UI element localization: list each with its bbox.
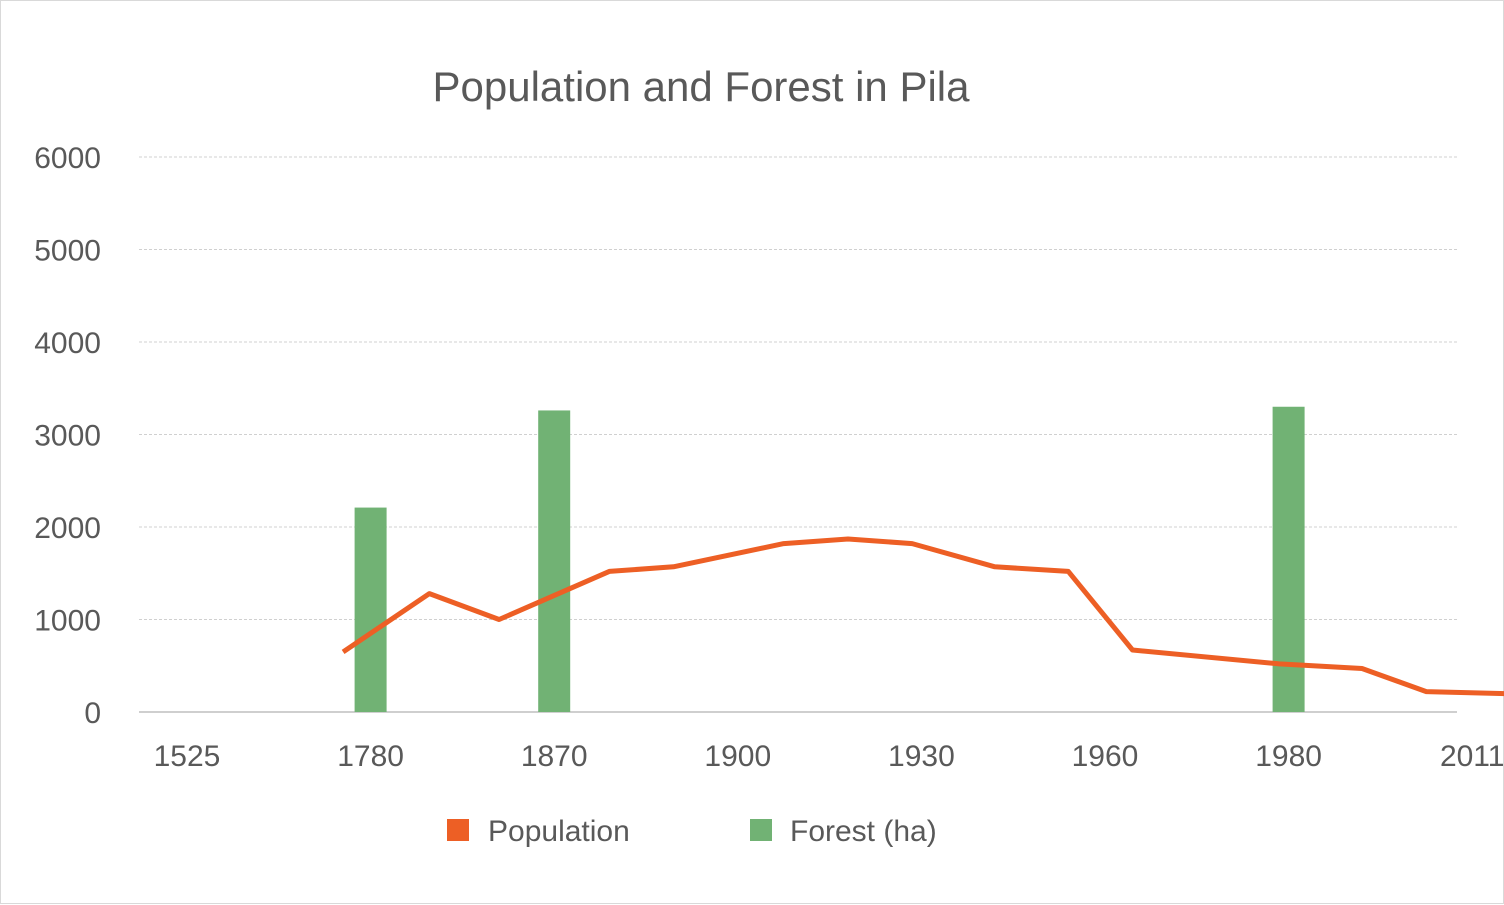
x-tick-label: 1525 xyxy=(154,740,221,773)
y-tick-label: 1000 xyxy=(34,605,101,638)
legend-label: Forest (ha) xyxy=(790,815,937,848)
x-tick-label: 1870 xyxy=(521,740,588,773)
forest-bar xyxy=(538,410,570,712)
legend-label: Population xyxy=(488,815,630,848)
x-tick-label: 1960 xyxy=(1072,740,1139,773)
x-tick-label: 1980 xyxy=(1255,740,1322,773)
y-tick-label: 3000 xyxy=(34,420,101,453)
legend-swatch xyxy=(447,819,469,841)
legend-swatch xyxy=(750,819,772,841)
y-tick-label: 6000 xyxy=(34,142,101,175)
y-tick-label: 5000 xyxy=(34,235,101,268)
y-tick-label: 2000 xyxy=(34,512,101,545)
y-tick-label: 0 xyxy=(84,697,101,730)
y-axis-ticks: 0 1000 2000 3000 4000 5000 6000 xyxy=(34,142,101,730)
forest-bar xyxy=(355,508,387,712)
x-tick-label: 1780 xyxy=(337,740,404,773)
x-tick-label: 1900 xyxy=(704,740,771,773)
gridlines xyxy=(139,157,1457,712)
y-tick-label: 4000 xyxy=(34,327,101,360)
x-tick-label: 2011 xyxy=(1440,740,1504,773)
x-axis-ticks: 1525 1780 1870 1900 1930 1960 1980 2011 xyxy=(154,740,1504,773)
population-line-group xyxy=(343,539,1504,696)
population-line xyxy=(343,539,1504,696)
legend: Population Forest (ha) xyxy=(447,815,937,848)
x-tick-label: 1930 xyxy=(888,740,955,773)
forest-bars xyxy=(355,270,1504,712)
